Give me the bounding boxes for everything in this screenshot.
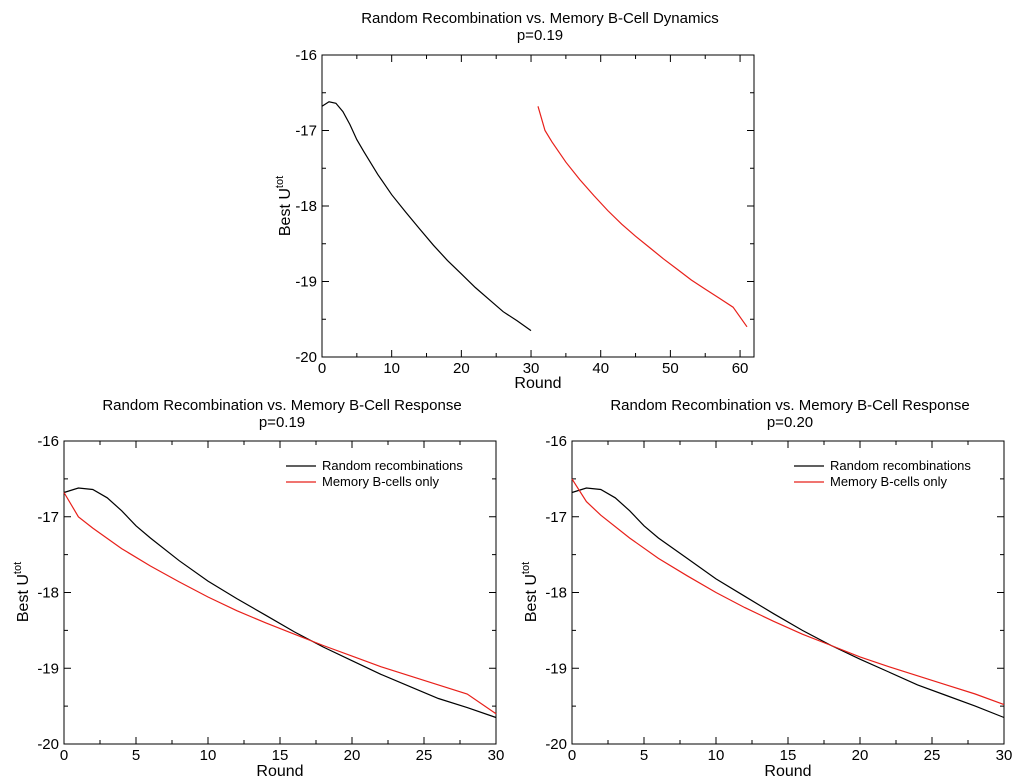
chart-bottom-right-legend-label-2: Memory B-cells only	[830, 474, 948, 489]
chart-bottom-right: Random Recombination vs. Memory B-Cell R…	[520, 397, 1012, 780]
chart-bottom-left-y-tick-label: -16	[37, 433, 59, 450]
chart-bottom-left-x-ticks: 0 5 10 15 20 25 30	[60, 441, 505, 764]
chart-bottom-right-y-tick-label: -17	[545, 509, 567, 526]
chart-top-x-tick-label: 50	[662, 360, 679, 377]
chart-bottom-left-title: Random Recombination vs. Memory B-Cell R…	[102, 397, 461, 414]
chart-bottom-left-series-line-2	[63, 492, 497, 715]
chart-bottom-right-subtitle: p=0.20	[767, 414, 813, 431]
chart-bottom-left-x-tick-label: 30	[488, 747, 505, 764]
chart-top-x-ticks: 0 10 20 30 40 50 60	[318, 55, 749, 377]
chart-bottom-left-y-tick-label: -19	[37, 660, 59, 677]
chart-top-x-tick-label: 40	[592, 360, 609, 377]
chart-top-series-line-1	[321, 101, 532, 332]
chart-bottom-right-series	[571, 478, 1005, 719]
chart-top-y-tick-label: -19	[295, 274, 317, 291]
chart-top-y-tick-label: -17	[295, 123, 317, 140]
chart-bottom-left-x-tick-label: 5	[132, 747, 140, 764]
chart-bottom-left-subtitle: p=0.19	[259, 414, 305, 431]
chart-top: Random Recombination vs. Memory B-Cell D…	[274, 10, 755, 392]
chart-bottom-left-y-tick-label: -17	[37, 509, 59, 526]
chart-top-x-tick-label: 20	[453, 360, 470, 377]
chart-bottom-right-y-axis-label-base: Best U	[523, 574, 540, 622]
chart-bottom-right-x-tick-label: 25	[924, 747, 941, 764]
chart-top-y-axis-label-base: Best U	[277, 188, 294, 236]
chart-top-subtitle: p=0.19	[517, 27, 563, 44]
chart-top-x-tick-label: 0	[318, 360, 326, 377]
chart-bottom-left-y-axis-label-base: Best U	[15, 574, 32, 622]
chart-top-x-tick-label: 10	[383, 360, 400, 377]
chart-bottom-left-x-tick-label: 15	[272, 747, 289, 764]
chart-top-y-axis-label-sup: tot	[274, 176, 286, 188]
chart-bottom-right-y-axis-label: Best Utot	[520, 562, 540, 622]
chart-top-y-tick-label: -16	[295, 47, 317, 64]
chart-bottom-right-x-tick-label: 30	[996, 747, 1013, 764]
chart-bottom-left-x-axis-label: Round	[256, 763, 303, 780]
chart-bottom-right-y-tick-label: -20	[545, 736, 567, 753]
chart-top-y-axis-label: Best Utot	[274, 176, 294, 236]
chart-bottom-left-x-tick-label: 0	[60, 747, 68, 764]
chart-bottom-right-y-tick-label: -18	[545, 585, 567, 602]
chart-top-title: Random Recombination vs. Memory B-Cell D…	[361, 10, 719, 27]
chart-bottom-right-y-axis-label-sup: tot	[520, 562, 532, 574]
chart-bottom-left-y-tick-label: -18	[37, 585, 59, 602]
chart-top-x-axis-label: Round	[514, 375, 561, 392]
chart-top-series	[321, 101, 748, 332]
chart-bottom-left-legend-label-1: Random recombinations	[322, 458, 463, 473]
chart-bottom-left: Random Recombination vs. Memory B-Cell R…	[12, 397, 504, 780]
chart-bottom-right-x-tick-label: 20	[852, 747, 869, 764]
chart-top-x-tick-label: 60	[732, 360, 749, 377]
chart-bottom-left-series-line-1	[63, 487, 497, 719]
chart-bottom-right-x-tick-label: 5	[640, 747, 648, 764]
chart-bottom-left-x-tick-label: 25	[416, 747, 433, 764]
chart-bottom-left-y-axis-label: Best Utot	[12, 562, 32, 622]
chart-bottom-right-x-axis-label: Round	[764, 763, 811, 780]
chart-bottom-left-y-ticks: -20 -19 -18 -17 -16	[37, 433, 496, 753]
chart-bottom-left-legend-label-2: Memory B-cells only	[322, 474, 440, 489]
chart-top-y-tick-label: -20	[295, 349, 317, 366]
chart-top-y-tick-label: -18	[295, 198, 317, 215]
chart-bottom-right-title: Random Recombination vs. Memory B-Cell R…	[610, 397, 969, 414]
chart-bottom-right-x-tick-label: 15	[780, 747, 797, 764]
chart-bottom-left-y-tick-label: -20	[37, 736, 59, 753]
chart-bottom-left-x-tick-label: 10	[200, 747, 217, 764]
chart-bottom-right-series-line-2	[571, 478, 1005, 706]
chart-bottom-right-series-line-1	[571, 487, 1005, 719]
chart-bottom-right-x-ticks: 0 5 10 15 20 25 30	[568, 441, 1013, 764]
chart-bottom-left-x-tick-label: 20	[344, 747, 361, 764]
chart-bottom-left-y-axis-label-sup: tot	[12, 562, 24, 574]
chart-bottom-right-legend-label-1: Random recombinations	[830, 458, 971, 473]
chart-bottom-right-y-tick-label: -16	[545, 433, 567, 450]
chart-top-plot-area	[321, 54, 755, 358]
chart-top-x-tick-label: 30	[523, 360, 540, 377]
chart-bottom-right-y-tick-label: -19	[545, 660, 567, 677]
chart-bottom-right-y-ticks: -20 -19 -18 -17 -16	[545, 433, 1004, 753]
chart-top-y-ticks: -20 -19 -18 -17 -16	[295, 47, 754, 366]
chart-top-series-line-2	[537, 106, 748, 328]
chart-bottom-left-series	[63, 487, 497, 719]
chart-bottom-right-x-tick-label: 0	[568, 747, 576, 764]
chart-bottom-right-x-tick-label: 10	[708, 747, 725, 764]
